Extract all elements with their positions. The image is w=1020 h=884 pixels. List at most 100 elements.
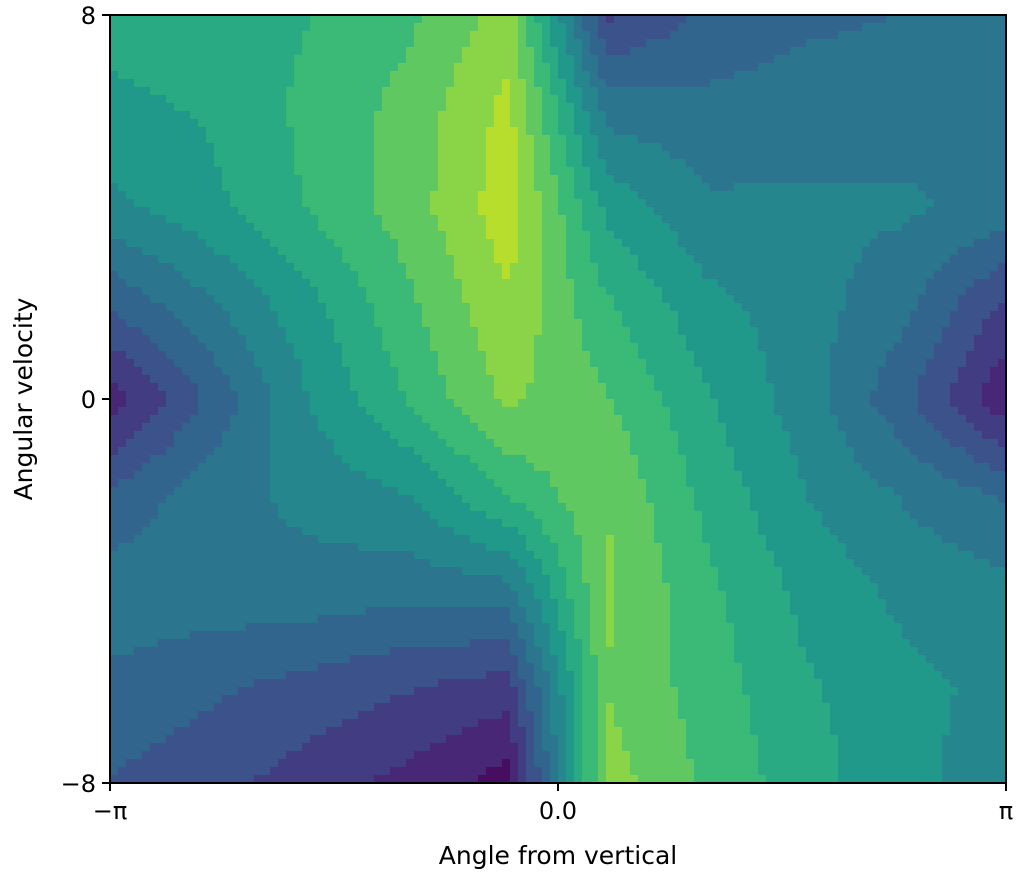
contour-cell [486, 183, 495, 192]
contour-cell [270, 295, 279, 304]
contour-cell [766, 335, 775, 344]
contour-cell [422, 279, 431, 288]
contour-cell [990, 223, 999, 232]
contour-cell [590, 63, 599, 72]
contour-cell [430, 247, 439, 256]
contour-cell [998, 15, 1006, 24]
contour-cell [486, 207, 495, 216]
contour-cell [782, 15, 791, 24]
contour-cell [766, 183, 775, 192]
contour-cell [974, 351, 983, 360]
contour-cell [390, 175, 399, 184]
contour-cell [622, 367, 631, 376]
contour-cell [766, 287, 775, 296]
contour-cell [398, 127, 407, 136]
contour-cell [462, 79, 471, 88]
contour-cell [974, 39, 983, 48]
contour-cell [286, 47, 295, 56]
contour-cell [822, 343, 831, 352]
contour-cell [118, 295, 127, 304]
contour-cell [854, 159, 863, 168]
contour-cell [894, 23, 903, 32]
contour-cell [310, 135, 319, 144]
contour-cell [806, 47, 815, 56]
contour-cell [678, 135, 687, 144]
contour-cell [446, 367, 455, 376]
contour-cell [518, 191, 527, 200]
contour-cell [494, 343, 503, 352]
contour-cell [510, 127, 519, 136]
contour-cell [518, 215, 527, 224]
contour-cell [166, 327, 175, 336]
contour-cell [934, 183, 943, 192]
contour-cell [318, 231, 327, 240]
contour-cell [942, 239, 951, 248]
contour-cell [718, 303, 727, 312]
contour-cell [142, 359, 151, 368]
contour-cell [782, 31, 791, 40]
contour-cell [422, 55, 431, 64]
contour-cell [886, 351, 895, 360]
contour-cell [630, 111, 639, 120]
contour-cell [518, 279, 527, 288]
contour-cell [846, 127, 855, 136]
contour-cell [646, 135, 655, 144]
contour-cell [494, 183, 503, 192]
contour-cell [198, 175, 207, 184]
contour-cell [990, 279, 999, 288]
contour-cell [606, 239, 615, 248]
contour-cell [382, 207, 391, 216]
contour-cell [798, 87, 807, 96]
contour-cell [934, 231, 943, 240]
contour-cell [598, 71, 607, 80]
contour-cell [406, 135, 415, 144]
contour-cell [142, 247, 151, 256]
contour-cell [662, 303, 671, 312]
contour-cell [246, 95, 255, 104]
contour-cell [278, 231, 287, 240]
contour-cell [862, 215, 871, 224]
contour-cell [238, 23, 247, 32]
contour-cell [838, 135, 847, 144]
contour-cell [574, 119, 583, 128]
contour-cell [670, 255, 679, 264]
contour-cell [774, 119, 783, 128]
contour-cell [910, 343, 919, 352]
contour-cell [870, 23, 879, 32]
contour-cell [790, 39, 799, 48]
contour-cell [382, 255, 391, 264]
contour-cell [526, 183, 535, 192]
contour-cell [694, 295, 703, 304]
contour-cell [270, 263, 279, 272]
contour-cell [158, 327, 167, 336]
contour-cell [822, 239, 831, 248]
contour-cell [142, 239, 151, 248]
contour-cell [182, 103, 191, 112]
contour-cell [998, 143, 1006, 152]
contour-cell [590, 231, 599, 240]
contour-cell [334, 183, 343, 192]
contour-cell [438, 167, 447, 176]
contour-cell [502, 295, 511, 304]
contour-cell [462, 367, 471, 376]
contour-cell [158, 263, 167, 272]
contour-cell [182, 231, 191, 240]
contour-cell [678, 295, 687, 304]
contour-cell [286, 319, 295, 328]
contour-cell [990, 343, 999, 352]
contour-cell [702, 127, 711, 136]
contour-cell [590, 223, 599, 232]
contour-cell [350, 271, 359, 280]
contour-cell [846, 175, 855, 184]
contour-cell [566, 71, 575, 80]
contour-cell [582, 303, 591, 312]
contour-cell [998, 215, 1006, 224]
contour-cell [782, 191, 791, 200]
contour-cell [582, 319, 591, 328]
contour-cell [462, 199, 471, 208]
contour-cell [174, 135, 183, 144]
contour-cell [726, 247, 735, 256]
contour-cell [222, 351, 231, 360]
contour-cell [182, 319, 191, 328]
contour-cell [558, 55, 567, 64]
